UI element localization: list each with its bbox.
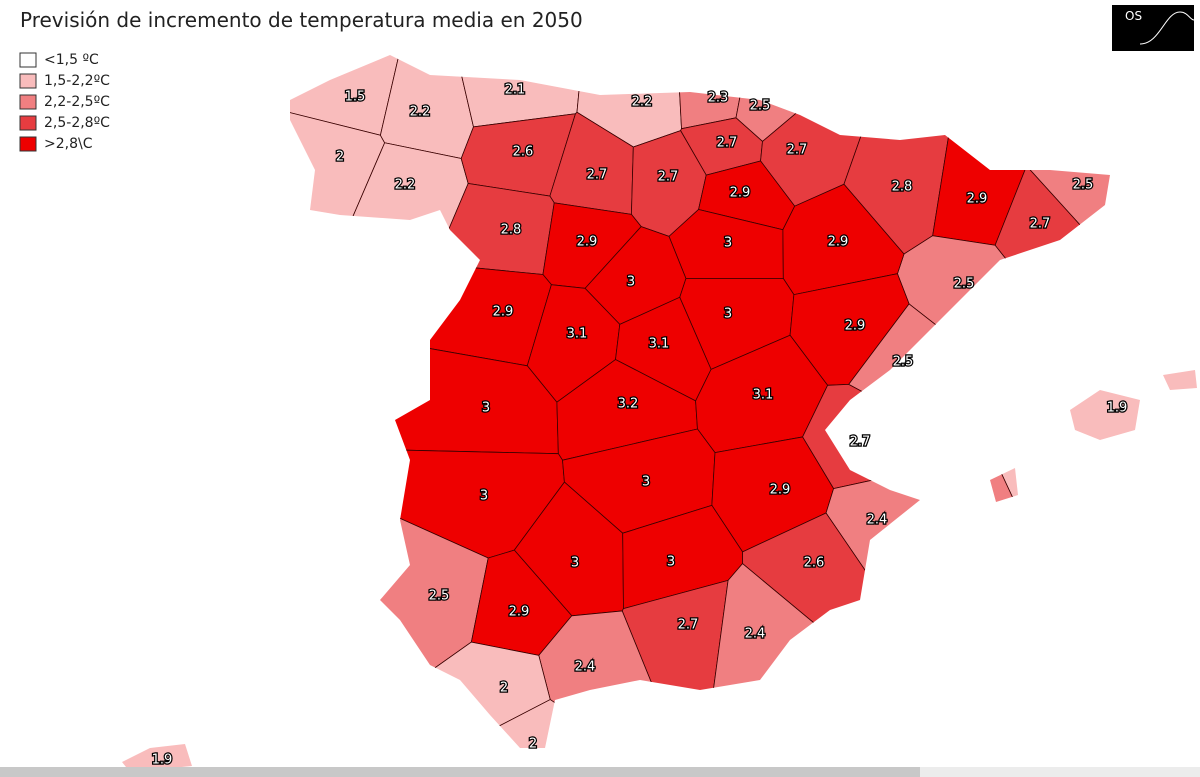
province-value: 2.5	[1073, 178, 1094, 193]
legend-swatch	[19, 73, 37, 89]
map-title: Previsión de incremento de temperatura m…	[20, 8, 583, 32]
province	[735, 55, 916, 142]
province-value: 2.7	[850, 435, 871, 450]
province-value: 2.7	[1030, 217, 1051, 232]
scrollbar-track	[920, 767, 1200, 777]
province-value: 2.1	[505, 83, 526, 98]
province-value: 2.9	[577, 235, 598, 250]
legend-label: 1,5-2,2ºC	[44, 73, 110, 89]
province-value: 3	[667, 555, 675, 570]
province-value: 2.4	[575, 660, 596, 675]
province-value: 3	[571, 556, 579, 571]
province-value: 2.9	[828, 235, 849, 250]
province-value: 1.9	[152, 753, 173, 768]
province-value: 2.4	[745, 627, 766, 642]
province-value: 2.9	[730, 186, 751, 201]
province-value: 2	[500, 681, 508, 696]
province-value: 3.1	[567, 327, 588, 342]
province-value: 2	[529, 737, 537, 752]
province-value: 3.2	[618, 397, 639, 412]
province-value: 2.8	[892, 180, 913, 195]
province-value: 3	[724, 236, 732, 251]
province-value: 2.5	[429, 589, 450, 604]
legend-swatch	[19, 94, 37, 110]
province-value: 2.9	[493, 305, 514, 320]
province-value: 2.7	[587, 168, 608, 183]
province-value: 1.5	[345, 90, 366, 105]
legend-label: 2,5-2,8ºC	[44, 115, 110, 131]
province-value: 2.9	[845, 319, 866, 334]
province-value: 2.9	[967, 192, 988, 207]
province	[240, 446, 565, 559]
province-value: 2.6	[513, 145, 534, 160]
province-value: 3	[642, 475, 650, 490]
logo-text: OS	[1125, 9, 1142, 23]
province-value: 2.7	[717, 136, 738, 151]
legend-label: 2,2-2,5ºC	[44, 94, 110, 110]
province-value: 2.8	[501, 223, 522, 238]
province	[993, 280, 1197, 772]
province-value: 2.2	[632, 95, 653, 110]
province-value: 3	[724, 307, 732, 322]
province-value: 2.5	[893, 355, 914, 370]
logo-box	[1112, 5, 1194, 51]
province-value: 3.1	[649, 337, 670, 352]
province-value: 2.9	[770, 483, 791, 498]
legend-label: >2,8\C	[44, 136, 93, 152]
legend: <1,5 ºC 1,5-2,2ºC 2,2-2,5ºC 2,5-2,8ºC >2,8\C	[19, 52, 110, 152]
province-value: 2.9	[509, 605, 530, 620]
province-value: 3	[482, 401, 490, 416]
province-value: 3.1	[753, 388, 774, 403]
province-value: 1.9	[1107, 401, 1128, 416]
province-value: 2.6	[804, 556, 825, 571]
province-value: 2.7	[678, 618, 699, 633]
province	[122, 383, 345, 772]
province-value: 2.4	[867, 513, 888, 528]
region-labels: 1.5 2 2.2 2.2 2.1 2.2 2.3 2.5 2.7 2.7 2.6 2.7 2.7 2.9…	[150, 81, 1128, 769]
province	[897, 235, 1059, 384]
logo-curve	[1139, 11, 1195, 45]
province-value: 2.7	[658, 170, 679, 185]
legend-swatch	[19, 52, 37, 68]
province-value: 2.2	[395, 178, 416, 193]
province-value: 2.5	[954, 277, 975, 292]
province	[825, 455, 1144, 772]
province	[335, 641, 551, 772]
legend-label: <1,5 ºC	[44, 52, 99, 68]
province-value: 2	[336, 150, 344, 165]
province-value: 2.5	[750, 99, 771, 114]
province-value: 2.3	[708, 91, 729, 106]
province-value: 2.2	[410, 105, 431, 120]
province-value: 2.7	[787, 143, 808, 158]
legend-swatch	[19, 115, 37, 131]
scrollbar	[0, 767, 920, 777]
province-value: 3	[627, 275, 635, 290]
province-value: 3	[480, 489, 488, 504]
province	[343, 263, 552, 367]
province	[802, 383, 984, 490]
legend-swatch	[19, 136, 37, 152]
